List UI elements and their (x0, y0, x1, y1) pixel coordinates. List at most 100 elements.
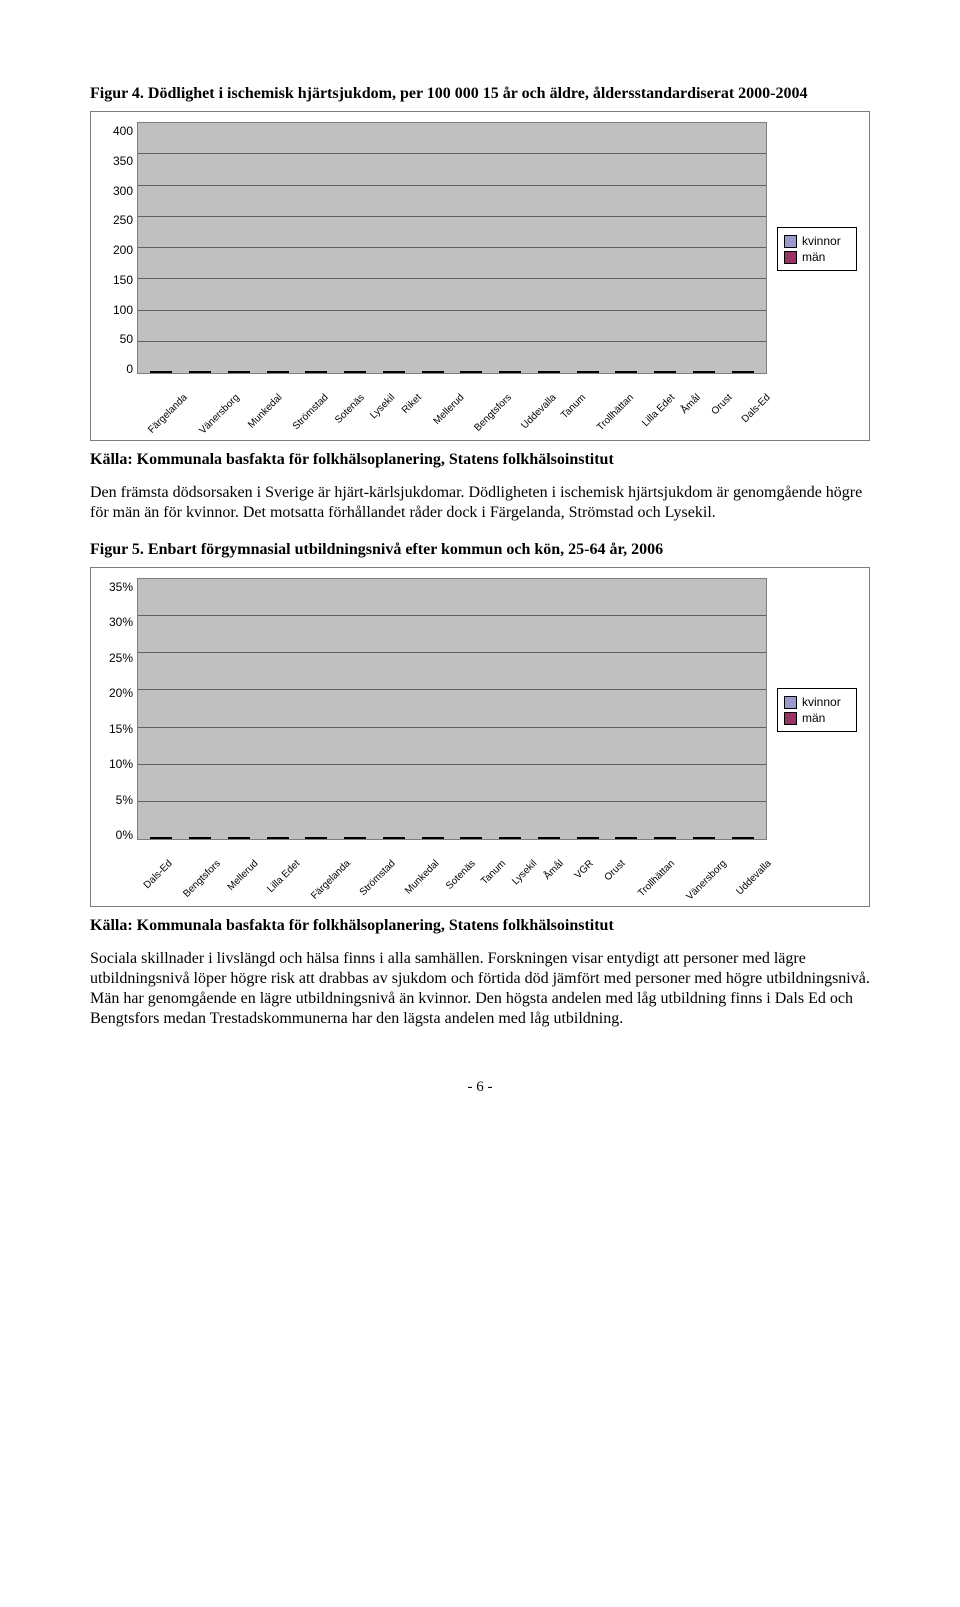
bar-kvinnor (189, 837, 200, 839)
fig4-source: Källa: Kommunala basfakta för folkhälsop… (90, 451, 870, 469)
bar-man (316, 371, 327, 373)
bar-kvinnor (344, 371, 355, 373)
bar-group (336, 371, 375, 373)
bar-kvinnor (577, 837, 588, 839)
bar-man (239, 371, 250, 373)
x-tick-label: Strömstad (283, 378, 329, 436)
bar-group (452, 371, 491, 373)
bar-man (704, 837, 715, 839)
legend-swatch (784, 251, 797, 264)
y-tick-label: 250 (99, 213, 133, 227)
y-tick-label: 10% (99, 757, 133, 771)
gridline (138, 278, 766, 279)
bar-group (491, 837, 530, 839)
bar-man (161, 837, 172, 839)
y-tick-label: 5% (99, 793, 133, 807)
bar-man (549, 837, 560, 839)
x-tick-label: Strömstad (350, 844, 396, 902)
bar-kvinnor (422, 837, 433, 839)
bar-group (646, 371, 685, 373)
legend-item: kvinnor (784, 695, 850, 709)
bar-group (723, 837, 762, 839)
x-tick-label: VGR (567, 844, 597, 902)
bar-kvinnor (150, 371, 161, 373)
gridline (138, 185, 766, 186)
bar-kvinnor (305, 371, 316, 373)
gridline (138, 727, 766, 728)
x-tick-label: Riket (395, 378, 425, 436)
bar-man (471, 371, 482, 373)
gridline (138, 652, 766, 653)
bar-man (200, 371, 211, 373)
bar-group (530, 837, 569, 839)
x-tick-label: Bengtsfors (173, 844, 221, 902)
bar-kvinnor (499, 371, 510, 373)
x-tick-label: Trollhättan (587, 378, 634, 436)
y-tick-label: 30% (99, 615, 133, 629)
x-tick-label: Munkedal (396, 844, 439, 902)
bar-man (200, 837, 211, 839)
fig5-source: Källa: Kommunala basfakta för folkhälsop… (90, 917, 870, 935)
y-tick-label: 50 (99, 332, 133, 346)
bar-group (142, 837, 181, 839)
bar-kvinnor (189, 371, 200, 373)
bar-kvinnor (460, 371, 471, 373)
bar-man (278, 837, 289, 839)
bar-man (394, 371, 405, 373)
bar-kvinnor (577, 371, 588, 373)
bar-group (220, 837, 259, 839)
bar-man (665, 371, 676, 373)
gridline (138, 689, 766, 690)
bar-man (239, 837, 250, 839)
bar-group (568, 837, 607, 839)
bar-group (375, 371, 414, 373)
fig4-plot-area (137, 122, 767, 374)
bar-kvinnor (732, 371, 743, 373)
bar-man (626, 371, 637, 373)
bar-group (297, 837, 336, 839)
bar-group (607, 837, 646, 839)
legend-swatch (784, 696, 797, 709)
bar-kvinnor (693, 837, 704, 839)
bar-group (375, 837, 414, 839)
bar-man (549, 371, 560, 373)
bar-man (316, 837, 327, 839)
legend-item: kvinnor (784, 234, 850, 248)
gridline (138, 341, 766, 342)
x-tick-label: Lysekil (365, 378, 395, 436)
bar-group (685, 837, 724, 839)
bar-group (258, 371, 297, 373)
x-tick-label: Uddevalla (512, 378, 556, 436)
bar-group (413, 837, 452, 839)
bar-man (471, 837, 482, 839)
paragraph-2: Sociala skillnader i livslängd och hälsa… (90, 949, 870, 1029)
bar-man (510, 837, 521, 839)
bar-man (394, 837, 405, 839)
x-tick-label: Vänersborg (675, 844, 727, 902)
y-tick-label: 15% (99, 722, 133, 736)
bar-kvinnor (460, 837, 471, 839)
fig5-y-axis: 35%30%25%20%15%10%5%0% (99, 578, 137, 842)
x-tick-label: Tanum (476, 844, 506, 902)
y-tick-label: 300 (99, 184, 133, 198)
x-tick-label: Lysekil (506, 844, 536, 902)
bar-man (743, 371, 754, 373)
y-tick-label: 100 (99, 303, 133, 317)
bar-kvinnor (267, 371, 278, 373)
legend-item: män (784, 711, 850, 725)
bar-kvinnor (422, 371, 433, 373)
bar-man (510, 371, 521, 373)
x-tick-label: Tanum (556, 378, 586, 436)
x-tick-label: Mellerud (220, 844, 258, 902)
bar-group (297, 371, 336, 373)
fig5-chart: 35%30%25%20%15%10%5%0% kvinnormän Dals-E… (90, 567, 870, 907)
y-tick-label: 20% (99, 686, 133, 700)
bar-kvinnor (305, 837, 316, 839)
x-tick-label: Trollhättan (628, 844, 675, 902)
fig4-x-labels: FärgelandaVänersborgMunkedalStrömstadSot… (137, 376, 771, 436)
y-tick-label: 25% (99, 651, 133, 665)
x-tick-label: Lilla Edet (634, 378, 675, 436)
y-tick-label: 400 (99, 124, 133, 138)
gridline (138, 247, 766, 248)
bar-man (588, 371, 599, 373)
